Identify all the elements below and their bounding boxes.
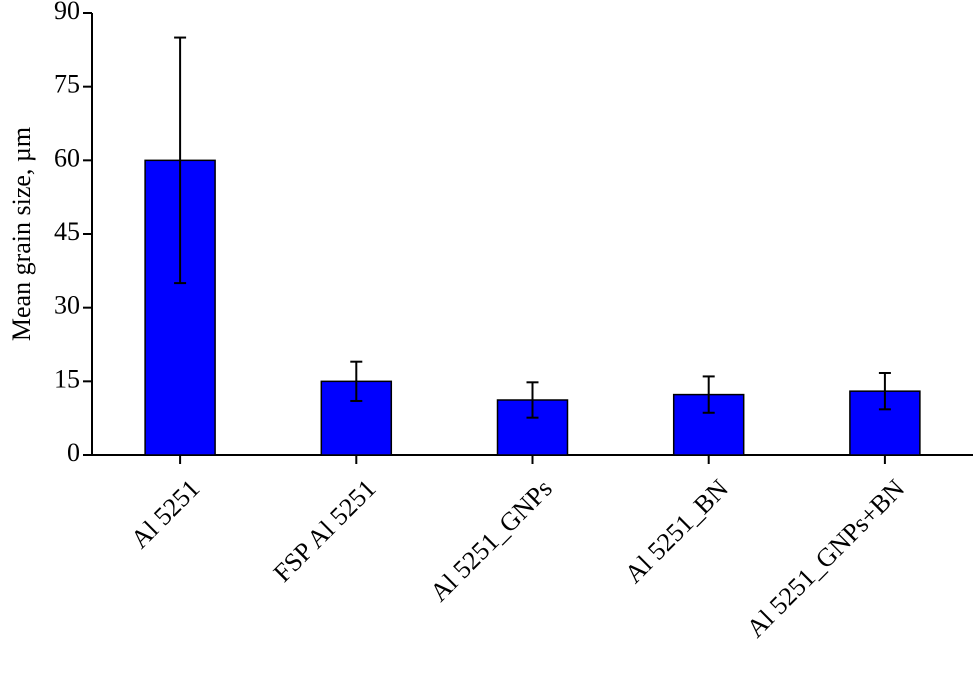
y-tick-label: 75 xyxy=(54,70,80,99)
error-bar xyxy=(174,36,187,285)
error-bar xyxy=(702,375,715,414)
y-tick-label: 90 xyxy=(54,0,80,25)
y-tick-label: 45 xyxy=(54,217,80,246)
error-bar xyxy=(526,381,539,419)
x-tick-label: FSP Al 5251 xyxy=(268,474,382,588)
error-bar xyxy=(878,371,891,411)
y-tick-label: 15 xyxy=(54,364,80,393)
x-tick-label: Al 5251 xyxy=(125,474,205,554)
y-axis-label: Mean grain size, µm xyxy=(7,127,36,341)
y-tick-label: 60 xyxy=(54,143,80,172)
y-tick-label: 0 xyxy=(67,438,80,467)
x-tick-label: Al 5251_BN xyxy=(619,474,734,589)
x-tick-label: Al 5251_GNPs+BN xyxy=(741,474,910,643)
x-tick-label: Al 5251_GNPs xyxy=(424,474,557,607)
y-tick-label: 30 xyxy=(54,291,80,320)
error-bar xyxy=(350,360,363,402)
